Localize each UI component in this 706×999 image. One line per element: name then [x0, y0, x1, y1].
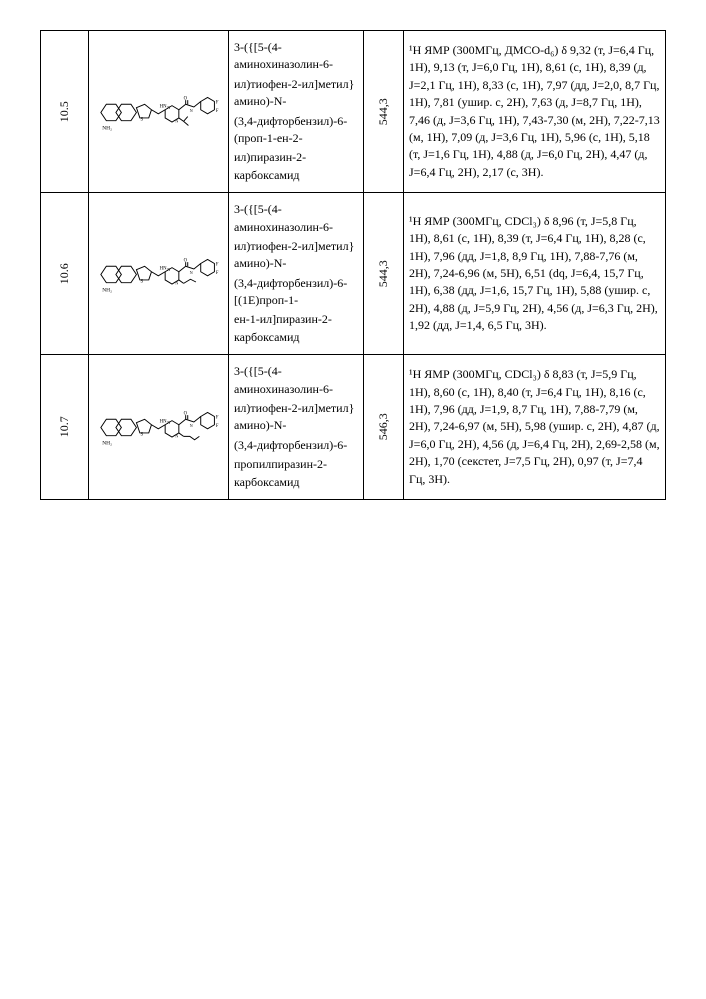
compound-id-text: 10.6	[56, 263, 73, 284]
svg-text:NH₂: NH₂	[102, 288, 112, 294]
svg-text:NH₂: NH₂	[102, 125, 112, 131]
mass-value: 544,3	[375, 98, 392, 125]
compound-id: 10.5	[41, 31, 89, 193]
svg-text:F: F	[216, 271, 219, 276]
svg-text:F: F	[216, 100, 219, 105]
svg-text:N: N	[175, 281, 178, 286]
svg-text:S: S	[141, 117, 144, 122]
svg-text:N: N	[167, 105, 170, 110]
structure-diagram: NH₂ S HN N N O N F F	[94, 68, 224, 150]
svg-text:F: F	[216, 109, 219, 114]
compound-name-line: (3,4-дифторбензил)-6-	[234, 437, 358, 454]
compound-name-line: пропилпиразин-2-карбоксамид	[234, 456, 358, 491]
compound-name-line: 3-({[5-(4-аминохиназолин-6-	[234, 39, 358, 74]
svg-text:N: N	[167, 267, 170, 272]
table-row: 10.5 NH₂ S HN N N O N F	[41, 31, 666, 193]
compound-id-text: 10.7	[56, 417, 73, 438]
svg-text:F: F	[216, 416, 219, 421]
svg-text:S: S	[141, 280, 144, 285]
mass-value: 546,3	[375, 414, 392, 441]
svg-text:S: S	[141, 433, 144, 438]
structure-diagram: NH₂ S HN N N O N F F	[94, 230, 224, 312]
compound-id: 10.6	[41, 193, 89, 355]
svg-text:NH₂: NH₂	[102, 441, 112, 447]
compound-name-line: 3-({[5-(4-аминохиназолин-6-	[234, 201, 358, 236]
compound-name-line: ил)тиофен-2-ил]метил}амино)-N-	[234, 400, 358, 435]
compound-name-line: (3,4-дифторбензил)-6-(проп-1-ен-2-	[234, 113, 358, 148]
structure-cell: NH₂ S HN N N O N F F	[89, 31, 229, 193]
mass-cell: 546,3	[364, 355, 404, 500]
svg-text:F: F	[216, 424, 219, 429]
structure-cell: NH₂ S HN N N O N F F	[89, 355, 229, 500]
compound-id: 10.7	[41, 355, 89, 500]
svg-text:N: N	[175, 119, 178, 124]
compound-name-line: 3-({[5-(4-аминохиназолин-6-	[234, 363, 358, 398]
compound-name-line: ил)тиофен-2-ил]метил}амино)-N-	[234, 76, 358, 111]
compound-name: 3-({[5-(4-аминохиназолин-6-ил)тиофен-2-и…	[229, 355, 364, 500]
nmr-data: ¹Н ЯМР (300МГц, CDCl₃) δ 8,96 (т, J=5,8 …	[404, 193, 666, 355]
svg-text:F: F	[216, 263, 219, 268]
compound-name-line: ен-1-ил]пиразин-2-карбоксамид	[234, 311, 358, 346]
svg-text:N: N	[190, 270, 193, 275]
mass-cell: 544,3	[364, 193, 404, 355]
table-row: 10.6 NH₂ S HN N N O N F	[41, 193, 666, 355]
structure-diagram: NH₂ S HN N N O N F F	[94, 383, 224, 465]
compound-table: 10.5 NH₂ S HN N N O N F	[40, 30, 666, 500]
nmr-data: ¹Н ЯМР (300МГц, CDCl₃) δ 8,83 (т, J=5,9 …	[404, 355, 666, 500]
svg-text:N: N	[175, 434, 178, 439]
compound-name-line: ил)пиразин-2-карбоксамид	[234, 149, 358, 184]
compound-name-line: (3,4-дифторбензил)-6-[(1E)проп-1-	[234, 275, 358, 310]
structure-cell: NH₂ S HN N N O N F F	[89, 193, 229, 355]
svg-text:O: O	[184, 96, 188, 101]
mass-value: 544,3	[375, 260, 392, 287]
nmr-data: ¹Н ЯМР (300МГц, ДМСО-d₆) δ 9,32 (т, J=6,…	[404, 31, 666, 193]
svg-text:O: O	[184, 258, 188, 263]
compound-name: 3-({[5-(4-аминохиназолин-6-ил)тиофен-2-и…	[229, 31, 364, 193]
svg-text:N: N	[190, 423, 193, 428]
table-row: 10.7 NH₂ S HN N N O N F	[41, 355, 666, 500]
mass-cell: 544,3	[364, 31, 404, 193]
compound-name-line: ил)тиофен-2-ил]метил}амино)-N-	[234, 238, 358, 273]
compound-id-text: 10.5	[56, 101, 73, 122]
compound-name: 3-({[5-(4-аминохиназолин-6-ил)тиофен-2-и…	[229, 193, 364, 355]
svg-text:O: O	[184, 412, 188, 417]
svg-text:N: N	[190, 108, 193, 113]
svg-text:N: N	[167, 420, 170, 425]
